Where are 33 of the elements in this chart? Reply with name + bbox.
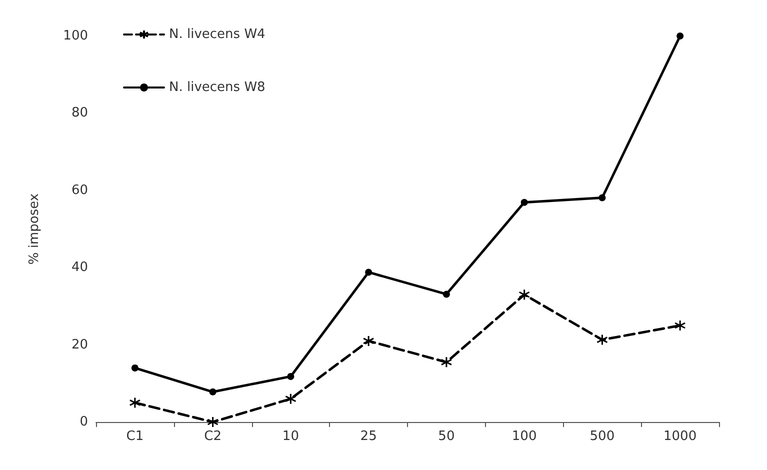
- x-tick-label: 500: [590, 429, 615, 444]
- point: [520, 198, 528, 206]
- legend-label: N. livecens W8: [169, 80, 266, 95]
- point: [598, 194, 606, 202]
- y-tick-label: 20: [71, 337, 88, 352]
- point: [209, 388, 216, 396]
- point: [129, 396, 141, 408]
- x-tick-label: C2: [204, 429, 222, 444]
- point: [442, 290, 450, 298]
- x-tick-label: 10: [282, 429, 299, 444]
- point: [284, 393, 296, 405]
- x-tick-label: 25: [360, 429, 377, 444]
- y-axis-title: % imposex: [27, 193, 42, 265]
- point: [287, 372, 294, 380]
- point: [440, 356, 452, 368]
- x-tick-label: 1000: [664, 429, 697, 444]
- point: [676, 32, 684, 40]
- point: [207, 416, 219, 428]
- y-tick-label: 100: [63, 28, 88, 44]
- point: [131, 364, 138, 372]
- point: [518, 288, 530, 300]
- point: [362, 335, 374, 347]
- x-tick-label: C1: [126, 429, 144, 444]
- x-tick-label: 50: [438, 429, 455, 444]
- y-tick-label: 80: [71, 106, 88, 121]
- legend-label: N. livecens W4: [169, 27, 266, 42]
- y-tick-label: 60: [71, 182, 88, 198]
- y-tick-label: 40: [71, 260, 88, 276]
- y-tick-label: 0: [80, 414, 88, 430]
- point: [674, 320, 686, 332]
- point: [365, 268, 372, 276]
- x-tick-label: 100: [512, 429, 537, 444]
- point: [596, 334, 608, 346]
